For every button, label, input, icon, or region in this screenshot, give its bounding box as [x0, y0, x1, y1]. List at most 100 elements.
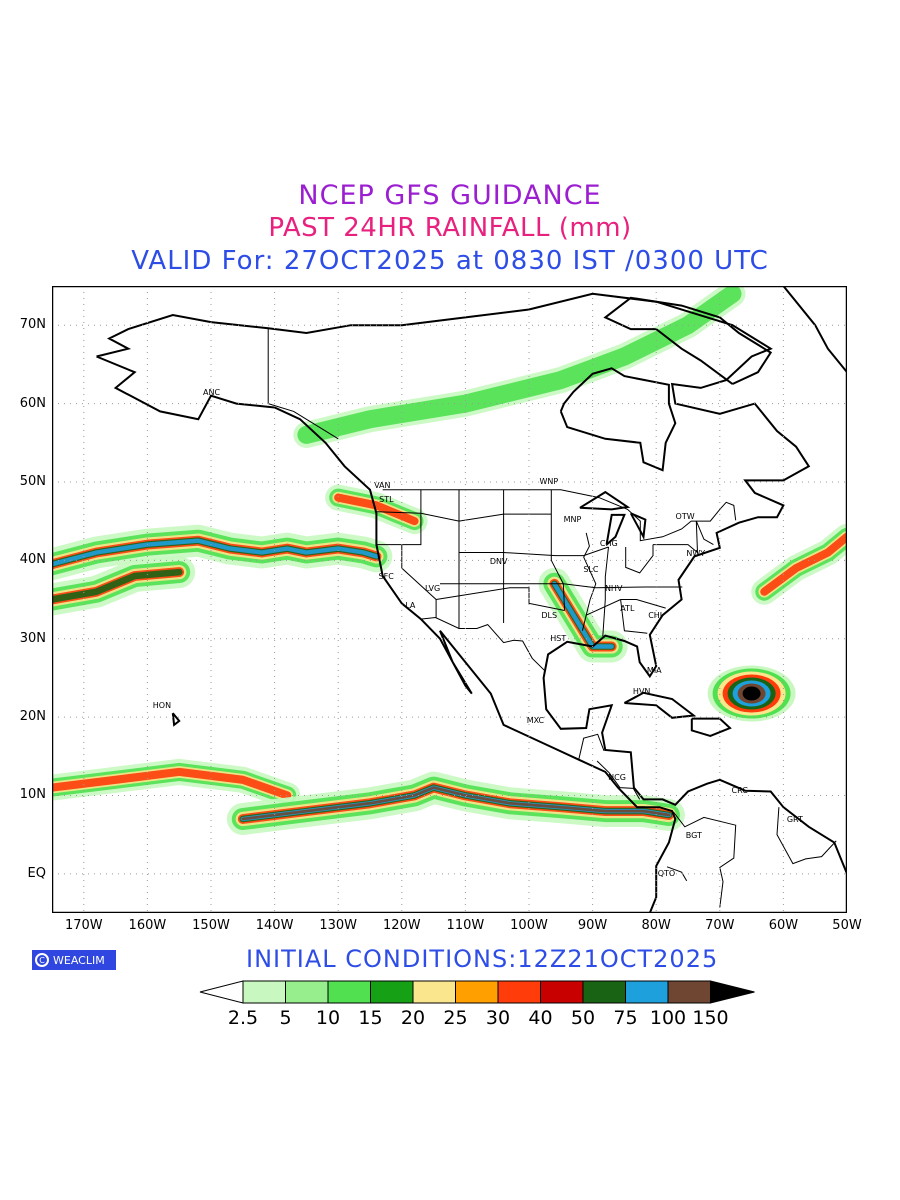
central-america-lines [578, 733, 605, 761]
city-label-la: LA [405, 601, 416, 611]
initial-conditions: INITIAL CONDITIONS:12Z21OCT2025 [246, 945, 719, 973]
lon-label: 110W [446, 918, 485, 933]
legend-swatch [412, 980, 456, 1004]
city-label-mxc: MXC [526, 715, 545, 725]
city-label-dls: DLS [541, 610, 558, 620]
legend-swatch [327, 980, 371, 1004]
coastline-layer [96, 286, 847, 913]
great-lakes-huron [629, 512, 647, 541]
rain-cell-6 [742, 686, 761, 701]
lon-label: 50W [832, 918, 862, 933]
legend-label: 50 [570, 1007, 596, 1029]
graticule [52, 286, 847, 913]
city-label-hvn: HVN [632, 686, 651, 696]
legend-swatch [370, 980, 414, 1004]
legend-swatch [625, 980, 669, 1004]
legend-arrow-low [199, 980, 244, 1004]
north-america-coast [96, 292, 847, 913]
lon-label: 80W [641, 918, 671, 933]
city-label-wnp: WNP [539, 476, 559, 486]
city-label-bgt: BGT [685, 830, 702, 840]
legend-swatch [667, 980, 711, 1004]
state-lines-east [602, 546, 609, 637]
legend-label: 5 [279, 1007, 292, 1029]
city-label-dnv: DNV [489, 556, 508, 566]
city-label-grt: GRT [786, 814, 803, 824]
south-america-lines-3 [776, 807, 837, 865]
state-lines-lat-35 [436, 587, 565, 611]
rain-band-4 [241, 786, 671, 821]
city-label-stl: STL [379, 494, 394, 504]
rain-band-3 [52, 767, 292, 800]
city-label-hon: HON [152, 700, 172, 710]
south-america-lines [673, 811, 737, 908]
color-legend [199, 980, 755, 1004]
state-lines-lat-37 [440, 583, 683, 589]
precipitation-layer [52, 286, 847, 835]
state-lines-lat-41 [459, 546, 609, 557]
legend-swatch [242, 980, 286, 1004]
us-canada-border [382, 489, 737, 542]
legend-label: 15 [358, 1007, 383, 1029]
lon-label: 130W [319, 918, 358, 933]
legend-label: 25 [443, 1007, 468, 1029]
map-subtitle: PAST 24HR RAINFALL (mm) [268, 213, 632, 243]
lon-label: 170W [64, 918, 103, 933]
legend-swatch [582, 980, 626, 1004]
city-label-sfc: SFC [378, 571, 394, 581]
state-lines-plains [550, 489, 566, 611]
city-label-nwy: NWY [686, 548, 706, 558]
alaska-canada-border [267, 328, 339, 440]
lat-label: 50N [19, 473, 46, 489]
state-boundaries-layer [267, 328, 837, 908]
hudson-bay-coast [559, 367, 677, 472]
weaclim-logo: C WEACLIM [32, 950, 116, 970]
legend-label: 150 [692, 1007, 729, 1029]
city-label-qto: QTO [657, 869, 676, 879]
legend-label: 2.5 [227, 1007, 259, 1029]
lat-label: 30N [19, 630, 46, 646]
cuba-coast [623, 691, 697, 719]
rain-band-7 [760, 532, 847, 596]
legend-label: 100 [649, 1007, 687, 1029]
map-border [52, 286, 847, 913]
legend-label: 75 [613, 1007, 638, 1029]
city-label-anc: ANC [203, 388, 221, 398]
lon-label: 70W [705, 918, 735, 933]
logo-text: WEACLIM [53, 953, 105, 967]
hispaniola-coast [690, 717, 732, 737]
rain-band-0 [52, 538, 379, 567]
legend-label: 20 [400, 1007, 426, 1029]
legend-label: 30 [485, 1007, 511, 1029]
legend-swatch [455, 980, 499, 1004]
city-label-lvg: LVG [424, 584, 441, 594]
legend-label: 10 [315, 1007, 341, 1029]
lat-label: EQ [27, 865, 46, 881]
city-label-ncg: NCG [608, 772, 626, 782]
south-america-lines-2 [666, 866, 688, 882]
lat-label: 10N [19, 787, 46, 803]
lat-label: 60N [19, 395, 46, 411]
legend-swatch [497, 980, 541, 1004]
state-lines-west [376, 489, 422, 546]
legend-label: 40 [528, 1007, 553, 1029]
valid-time: VALID For: 27OCT2025 at 0830 IST /0300 U… [131, 246, 769, 276]
city-label-chg: CHG [599, 539, 618, 549]
rain-band-1 [52, 568, 183, 603]
state-lines-northeast [653, 520, 714, 554]
city-label-nhv: NHV [604, 584, 623, 594]
rain-band-2 [334, 493, 419, 526]
greenland-coast [782, 286, 847, 374]
legend-swatch [285, 980, 329, 1004]
map-title: NCEP GFS GUIDANCE [298, 180, 602, 211]
city-label-crc: CRC [731, 785, 748, 795]
city-label-slc: SLC [583, 565, 599, 575]
us-mexico-border [420, 616, 546, 672]
city-label-otw: OTW [675, 511, 695, 521]
city-label-van: VAN [374, 481, 391, 491]
city-label-mia: MIA [646, 665, 662, 675]
central-america-lines-2 [596, 760, 641, 800]
copyright-icon: C [35, 953, 49, 967]
lat-label: 40N [19, 552, 46, 568]
legend-swatch [540, 980, 584, 1004]
